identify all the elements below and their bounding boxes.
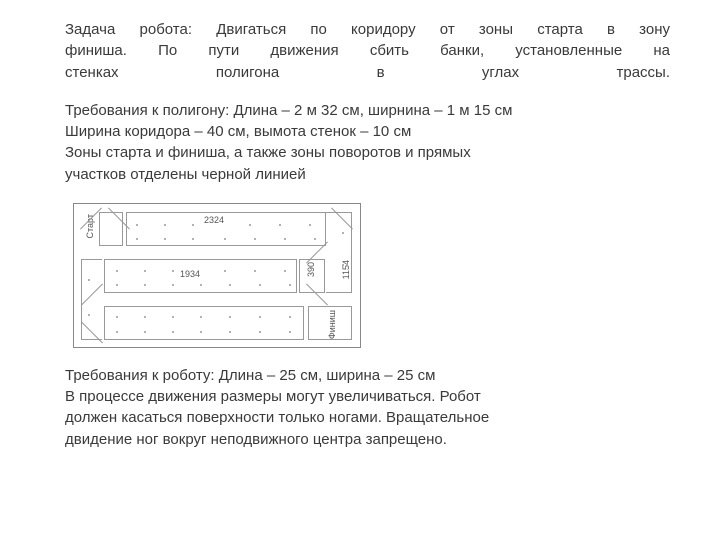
polygon-req-line-3: Зоны старта и финиша, а также зоны повор… xyxy=(65,143,670,163)
task-description: Задача робота: Двигаться по коридору от … xyxy=(65,20,670,83)
polygon-req-line-2: Ширина коридора – 40 см, вымота стенок –… xyxy=(65,122,670,142)
polygon-diagram: Старт 2324 1934 390 1154 Финиш xyxy=(73,203,361,348)
robot-req-line-3: должен касаться поверхности только ногам… xyxy=(65,408,670,428)
marker-dots xyxy=(74,204,360,347)
task-line-3: стенках полигона в углах трассы. xyxy=(65,63,670,83)
task-line-1: Задача робота: Двигаться по коридору от … xyxy=(65,20,670,40)
polygon-requirements: Требования к полигону: Длина – 2 м 32 см… xyxy=(65,101,670,185)
robot-req-line-1: Требования к роботу: Длина – 25 см, шири… xyxy=(65,366,670,386)
polygon-req-line-4: участков отделены черной линией xyxy=(65,165,670,185)
polygon-diagram-container: Старт 2324 1934 390 1154 Финиш xyxy=(73,203,670,348)
polygon-req-line-1: Требования к полигону: Длина – 2 м 32 см… xyxy=(65,101,670,121)
robot-requirements: Требования к роботу: Длина – 25 см, шири… xyxy=(65,366,670,450)
robot-req-line-2: В процессе движения размеры могут увелич… xyxy=(65,387,670,407)
task-line-2: финиша. По пути движения сбить банки, ус… xyxy=(65,41,670,61)
robot-req-line-4: двидение ног вокруг неподвижного центра … xyxy=(65,430,670,450)
